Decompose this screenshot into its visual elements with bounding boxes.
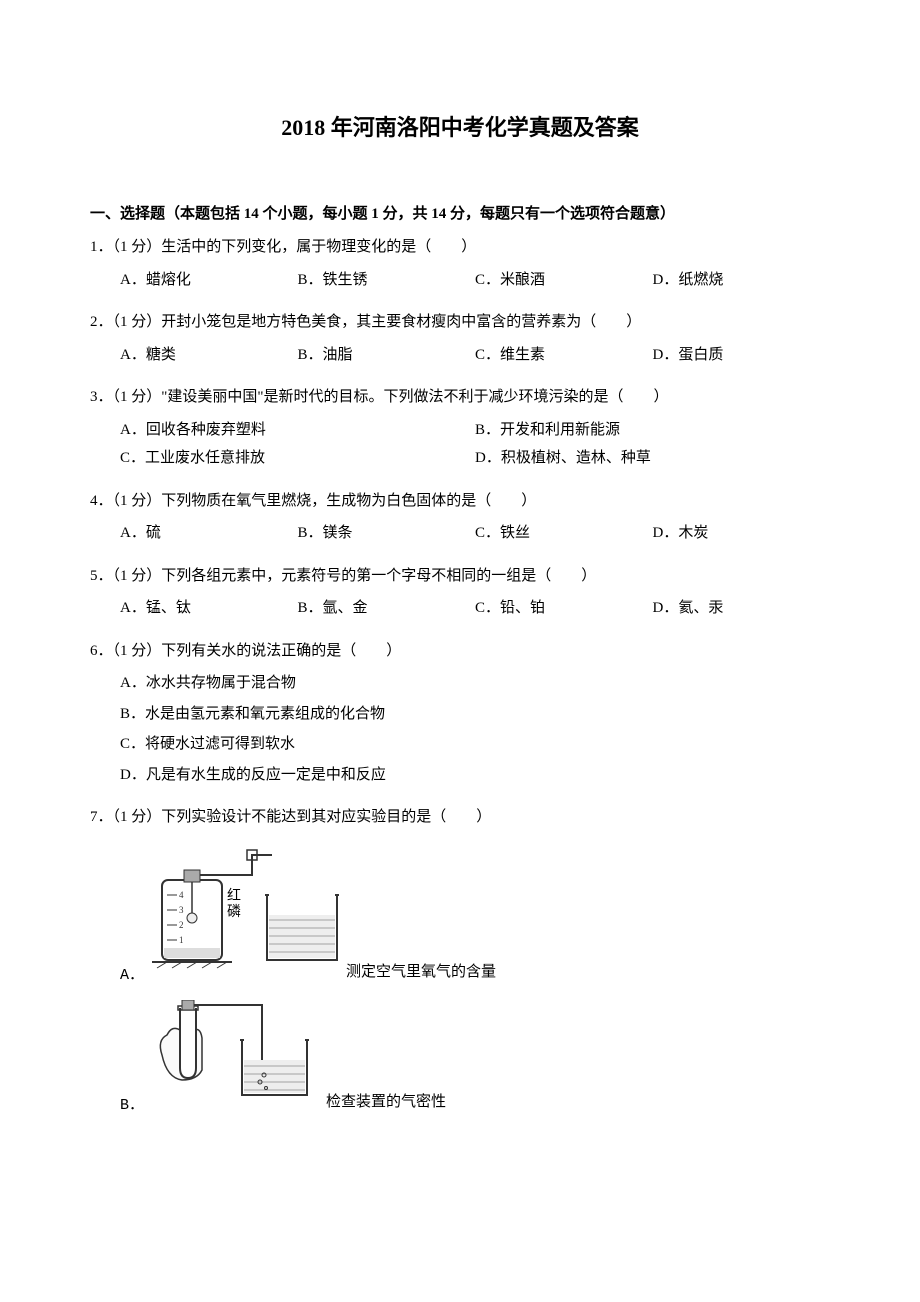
svg-text:磷: 磷 — [227, 904, 241, 920]
svg-text:3: 3 — [179, 905, 184, 915]
q6-opt-d: D．凡是有水生成的反应一定是中和反应 — [120, 761, 830, 790]
question-6: 6．（1 分）下列有关水的说法正确的是（ ） A．冰水共存物属于混合物 B．水是… — [90, 637, 830, 790]
q5-opt-d: D．氦、汞 — [653, 594, 831, 623]
svg-text:4: 4 — [179, 890, 184, 900]
apparatus-a-icon: 4 3 2 1 — [152, 840, 342, 980]
q4-stem: 4．（1 分）下列物质在氧气里燃烧，生成物为白色固体的是（ ） — [90, 487, 830, 516]
q4-opt-d: D．木炭 — [653, 519, 831, 548]
exam-page: 2018 年河南洛阳中考化学真题及答案 一、选择题（本题包括 14 个小题，每小… — [0, 0, 920, 1195]
apparatus-b-icon — [152, 1000, 322, 1110]
q1-opt-d: D．纸燃烧 — [653, 266, 831, 295]
section-header: 一、选择题（本题包括 14 个小题，每小题 1 分，共 14 分，每题只有一个选… — [90, 202, 830, 223]
question-7: 7．（1 分）下列实验设计不能达到其对应实验目的是（ ） A． 4 3 2 1 — [90, 803, 830, 1121]
q4-opt-b: B．镁条 — [298, 519, 476, 548]
question-3: 3．（1 分）"建设美丽中国"是新时代的目标。下列做法不利于减少环境污染的是（ … — [90, 383, 830, 473]
q7-opt-b-caption: 检查装置的气密性 — [326, 1088, 446, 1121]
q7-opt-b: B． — [90, 1000, 830, 1121]
q3-options: A．回收各种废弃塑料 B．开发和利用新能源 C．工业废水任意排放 D．积极植树、… — [90, 416, 830, 473]
q1-opt-c: C．米酿酒 — [475, 266, 653, 295]
q2-opt-d: D．蛋白质 — [653, 341, 831, 370]
q3-opt-c: C．工业废水任意排放 — [120, 444, 475, 473]
q6-opt-a: A．冰水共存物属于混合物 — [120, 669, 830, 698]
q6-stem: 6．（1 分）下列有关水的说法正确的是（ ） — [90, 637, 830, 666]
q1-opt-a: A．蜡熔化 — [120, 266, 298, 295]
q4-options: A．硫 B．镁条 C．铁丝 D．木炭 — [90, 519, 830, 548]
q7-opt-a-letter: A． — [120, 962, 144, 991]
q3-stem: 3．（1 分）"建设美丽中国"是新时代的目标。下列做法不利于减少环境污染的是（ … — [90, 383, 830, 412]
q7-stem: 7．（1 分）下列实验设计不能达到其对应实验目的是（ ） — [90, 803, 830, 832]
q7-opt-a-caption: 测定空气里氧气的含量 — [346, 958, 496, 991]
q5-opt-a: A．锰、钛 — [120, 594, 298, 623]
q2-options: A．糖类 B．油脂 C．维生素 D．蛋白质 — [90, 341, 830, 370]
q7-diagram-a: 4 3 2 1 — [152, 840, 342, 991]
svg-text:1: 1 — [179, 935, 184, 945]
q7-opt-a: A． 4 3 2 1 — [90, 840, 830, 991]
q3-opt-b: B．开发和利用新能源 — [475, 416, 830, 445]
question-1: 1．（1 分）生活中的下列变化，属于物理变化的是（ ） A．蜡熔化 B．铁生锈 … — [90, 233, 830, 294]
svg-text:红: 红 — [227, 888, 241, 904]
q6-options: A．冰水共存物属于混合物 B．水是由氢元素和氧元素组成的化合物 C．将硬水过滤可… — [90, 669, 830, 789]
q2-opt-a: A．糖类 — [120, 341, 298, 370]
q3-opt-a: A．回收各种废弃塑料 — [120, 416, 475, 445]
q7-opt-b-letter: B． — [120, 1092, 144, 1121]
q6-opt-b: B．水是由氢元素和氧元素组成的化合物 — [120, 700, 830, 729]
question-4: 4．（1 分）下列物质在氧气里燃烧，生成物为白色固体的是（ ） A．硫 B．镁条… — [90, 487, 830, 548]
q2-opt-b: B．油脂 — [298, 341, 476, 370]
svg-text:2: 2 — [179, 920, 184, 930]
q1-stem: 1．（1 分）生活中的下列变化，属于物理变化的是（ ） — [90, 233, 830, 262]
question-2: 2．（1 分）开封小笼包是地方特色美食，其主要食材瘦肉中富含的营养素为（ ） A… — [90, 308, 830, 369]
page-title: 2018 年河南洛阳中考化学真题及答案 — [90, 110, 830, 142]
q3-opt-d: D．积极植树、造林、种草 — [475, 444, 830, 473]
question-5: 5．（1 分）下列各组元素中，元素符号的第一个字母不相同的一组是（ ） A．锰、… — [90, 562, 830, 623]
q7-diagram-b — [152, 1000, 322, 1121]
q1-opt-b: B．铁生锈 — [298, 266, 476, 295]
q5-stem: 5．（1 分）下列各组元素中，元素符号的第一个字母不相同的一组是（ ） — [90, 562, 830, 591]
q5-opt-c: C．铅、铂 — [475, 594, 653, 623]
q5-options: A．锰、钛 B．氩、金 C．铅、铂 D．氦、汞 — [90, 594, 830, 623]
q1-options: A．蜡熔化 B．铁生锈 C．米酿酒 D．纸燃烧 — [90, 266, 830, 295]
q6-opt-c: C．将硬水过滤可得到软水 — [120, 730, 830, 759]
q4-opt-c: C．铁丝 — [475, 519, 653, 548]
q2-stem: 2．（1 分）开封小笼包是地方特色美食，其主要食材瘦肉中富含的营养素为（ ） — [90, 308, 830, 337]
q4-opt-a: A．硫 — [120, 519, 298, 548]
q5-opt-b: B．氩、金 — [298, 594, 476, 623]
q2-opt-c: C．维生素 — [475, 341, 653, 370]
